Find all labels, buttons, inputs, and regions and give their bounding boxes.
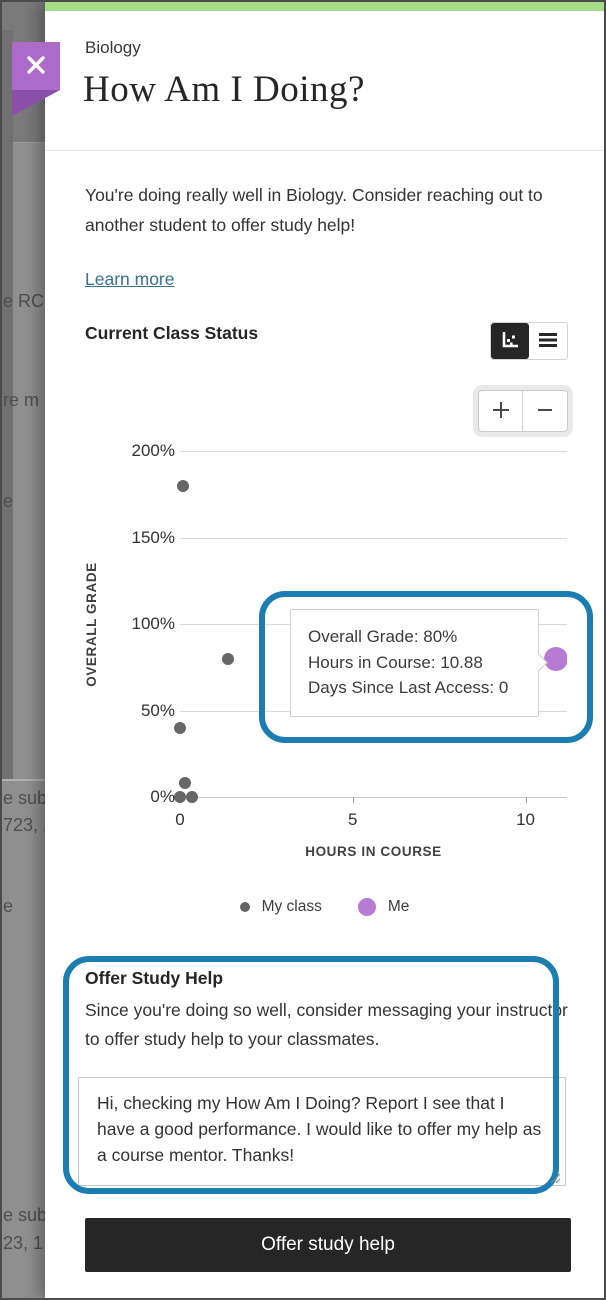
intro-text: You're doing really well in Biology. Con… xyxy=(85,185,543,235)
backdrop-text-fragment: 23, 1 xyxy=(3,1233,44,1253)
offer-message-textarea[interactable]: Hi, checking my How Am I Doing? Report I… xyxy=(78,1077,566,1186)
scatter-chart-icon xyxy=(500,330,520,353)
page-title: How Am I Doing? xyxy=(83,69,365,110)
textarea-resize-grip[interactable] xyxy=(550,1171,561,1189)
offer-study-help-button[interactable]: Offer study help xyxy=(85,1218,571,1272)
backdrop-scrollbar xyxy=(2,30,13,780)
chart-legend: My class Me xyxy=(45,898,604,916)
chart-zoom-controls xyxy=(478,390,568,432)
zoom-out-button[interactable] xyxy=(523,391,567,431)
x-tick-mark xyxy=(352,797,354,803)
backdrop-text-fragment: e RC a xyxy=(3,291,45,311)
plus-icon xyxy=(490,399,512,424)
me-data-point[interactable] xyxy=(543,646,567,671)
close-panel-button[interactable] xyxy=(12,42,60,90)
legend-item[interactable]: Me xyxy=(357,898,410,916)
class-data-point[interactable] xyxy=(186,791,199,803)
class-data-point[interactable] xyxy=(177,479,190,492)
legend-swatch xyxy=(239,902,250,912)
class-data-point[interactable] xyxy=(174,721,186,734)
x-tick-label: 0 xyxy=(175,810,185,829)
course-name: Biology xyxy=(85,38,141,57)
class-data-point[interactable] xyxy=(174,791,186,803)
close-icon xyxy=(25,54,47,79)
learn-more-link[interactable]: Learn more xyxy=(85,269,175,289)
class-data-point[interactable] xyxy=(222,652,235,665)
view-toggle-group xyxy=(490,322,568,360)
y-tick-label: 200% xyxy=(131,441,175,460)
gridline xyxy=(180,797,567,798)
tooltip-line: Days Since Last Access: 0 xyxy=(308,678,509,697)
y-tick-label: 50% xyxy=(140,700,175,720)
list-view-button[interactable] xyxy=(529,323,567,359)
offer-study-help-text: Since you're doing so well, consider mes… xyxy=(85,1000,568,1049)
class-data-point[interactable] xyxy=(179,777,192,790)
backdrop-text-fragment: e xyxy=(3,491,14,511)
x-tick-label: 10 xyxy=(516,810,535,829)
zoom-in-button[interactable] xyxy=(479,391,523,431)
gridline xyxy=(180,451,567,452)
y-axis-title: OVERALL GRADE xyxy=(83,561,99,687)
backdrop-text-fragment: e subr xyxy=(3,788,45,808)
current-class-status-heading: Current Class Status xyxy=(85,323,259,343)
tooltip-line: Hours in Course: 10.88 xyxy=(308,652,483,672)
legend-label: Me xyxy=(387,898,410,915)
backdrop-text-fragment: re m xyxy=(3,390,39,410)
how-am-i-doing-panel: Biology How Am I Doing? You're doing rea… xyxy=(45,2,604,1298)
y-tick-label: 150% xyxy=(131,527,175,547)
backdrop-text-fragment: e subr xyxy=(3,1205,45,1225)
minus-icon xyxy=(534,399,556,424)
list-icon xyxy=(538,331,558,352)
header-divider xyxy=(45,150,604,151)
legend-item[interactable]: My class xyxy=(239,898,322,916)
brand-color-bar xyxy=(45,2,604,11)
backdrop-text-fragment: 723, 1 xyxy=(3,815,45,835)
backdrop-text-fragment: e xyxy=(3,896,14,916)
gridline xyxy=(180,537,567,539)
x-tick-mark xyxy=(525,797,527,803)
legend-label: My class xyxy=(261,898,322,915)
tooltip-line: Overall Grade: 80% xyxy=(308,627,458,646)
y-tick-label: 0% xyxy=(150,787,175,806)
legend-swatch xyxy=(357,898,376,916)
offer-study-help-heading: Offer Study Help xyxy=(85,968,224,988)
x-axis-title: HOURS IN COURSE xyxy=(305,844,442,859)
x-tick-label: 5 xyxy=(348,810,358,829)
backdrop-divider xyxy=(2,779,45,781)
chart-view-button[interactable] xyxy=(491,323,529,359)
y-tick-label: 100% xyxy=(131,614,175,633)
dimmed-background-page: e RC a re m e e subr 723, 1 e e subr 23, 1 xyxy=(2,2,45,1298)
data-point-tooltip: Overall Grade: 80% Hours in Course: 10.88… xyxy=(290,609,548,717)
